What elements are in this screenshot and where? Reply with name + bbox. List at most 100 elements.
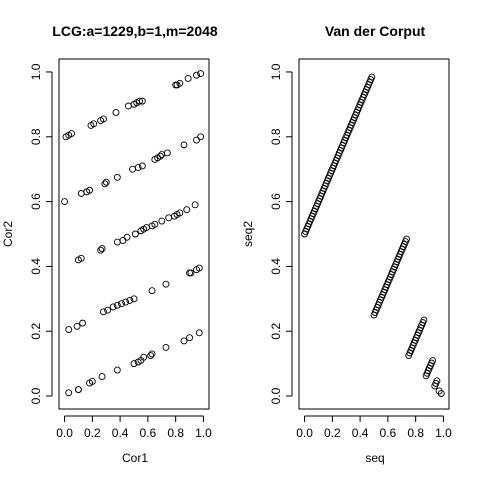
data-point — [129, 165, 137, 173]
data-point — [88, 378, 96, 385]
y-axis-label: Cor2 — [1, 221, 15, 247]
x-tick-label: 1.0 — [435, 426, 452, 440]
x-tick-label: 1.0 — [195, 426, 212, 440]
data-point — [186, 334, 194, 342]
data-point — [368, 73, 376, 81]
data-point — [113, 366, 121, 374]
data-point — [176, 79, 184, 87]
data-point — [180, 337, 188, 345]
data-point — [158, 151, 166, 159]
data-point — [74, 386, 82, 394]
y-tick-label: 0.2 — [269, 323, 283, 340]
x-tick-label: 0.6 — [380, 426, 397, 440]
data-point — [148, 287, 156, 295]
y-tick-label: 0.6 — [29, 193, 43, 210]
data-point — [136, 97, 144, 105]
data-point — [98, 245, 106, 253]
data-point — [151, 220, 159, 228]
data-point — [163, 149, 171, 157]
data-points — [301, 73, 445, 397]
data-point — [180, 141, 188, 149]
data-point — [197, 133, 205, 141]
data-point — [195, 264, 203, 272]
data-point — [131, 230, 139, 238]
data-point — [99, 308, 107, 316]
plot-frame — [58, 58, 210, 410]
chart-title: Van der Corput — [325, 23, 426, 39]
data-point — [183, 206, 191, 214]
data-point — [193, 71, 200, 79]
data-point — [130, 295, 138, 303]
y-tick-label: 0.4 — [29, 258, 43, 275]
x-tick-label: 0.6 — [140, 426, 157, 440]
data-point — [73, 322, 81, 330]
y-tick-label: 0.4 — [269, 258, 283, 275]
data-point — [437, 390, 445, 397]
data-point — [102, 178, 110, 186]
y-tick-label: 0.0 — [29, 387, 43, 404]
data-point — [403, 235, 411, 243]
data-point — [176, 209, 184, 217]
y-tick-label: 0.6 — [269, 193, 283, 210]
axis-ticks: 0.0 0.2 0.4 0.6 0.8 1.0 0.0 0.2 0.4 0.6 0.8 1.0 — [269, 63, 452, 440]
data-point — [138, 162, 146, 170]
chart-title: LCG:a=1229,b=1,m=2048 — [52, 23, 218, 39]
data-point — [68, 130, 75, 137]
y-tick-label: 0.2 — [29, 323, 43, 340]
x-axis-label: seq — [365, 451, 384, 465]
data-point — [148, 350, 156, 358]
data-point — [186, 269, 194, 277]
data-point — [112, 109, 120, 116]
x-tick-label: 0.2 — [324, 426, 341, 440]
data-point — [101, 180, 109, 188]
data-point — [65, 326, 73, 334]
x-tick-label: 0.4 — [352, 426, 369, 440]
data-point — [113, 238, 121, 246]
y-tick-label: 0.0 — [269, 387, 283, 404]
x-tick-label: 0.8 — [167, 426, 184, 440]
x-tick-label: 0.8 — [407, 426, 424, 440]
data-point — [195, 329, 203, 337]
data-point — [109, 303, 117, 311]
data-point — [123, 233, 131, 241]
data-point — [97, 246, 105, 254]
data-point — [147, 352, 155, 359]
data-point — [197, 70, 205, 78]
data-point — [113, 301, 121, 309]
data-point — [165, 214, 173, 222]
x-tick-label: 0.4 — [112, 426, 129, 440]
data-point — [113, 173, 121, 181]
data-point — [79, 319, 87, 327]
data-point — [99, 115, 107, 123]
x-axis-label: Cor1 — [122, 451, 148, 465]
y-tick-label: 1.0 — [29, 63, 43, 80]
data-point — [191, 201, 199, 209]
data-point — [134, 164, 142, 172]
data-point — [420, 316, 428, 324]
y-tick-label: 1.0 — [269, 63, 283, 80]
data-point — [65, 389, 73, 397]
data-point — [90, 120, 98, 128]
data-point — [126, 296, 134, 304]
data-point — [162, 280, 170, 288]
van-der-corput-panel: Van der Corput seq seq2 0.0 0.2 0.4 0.6 0.8 1… — [241, 23, 452, 465]
x-tick-label: 0.0 — [56, 426, 73, 440]
data-point — [98, 373, 106, 381]
x-tick-label: 0.0 — [296, 426, 313, 440]
data-point — [184, 74, 192, 82]
y-tick-label: 0.8 — [269, 128, 283, 145]
data-point — [193, 136, 200, 144]
data-point — [124, 102, 132, 110]
plot-frame — [298, 58, 450, 410]
data-point — [130, 360, 138, 368]
data-point — [86, 186, 94, 194]
data-point — [77, 254, 85, 262]
data-point — [104, 306, 112, 314]
x-tick-label: 0.2 — [84, 426, 101, 440]
data-point — [433, 377, 441, 385]
data-point — [122, 298, 130, 306]
data-point — [118, 300, 125, 308]
data-points — [61, 70, 205, 397]
data-point — [156, 152, 164, 160]
